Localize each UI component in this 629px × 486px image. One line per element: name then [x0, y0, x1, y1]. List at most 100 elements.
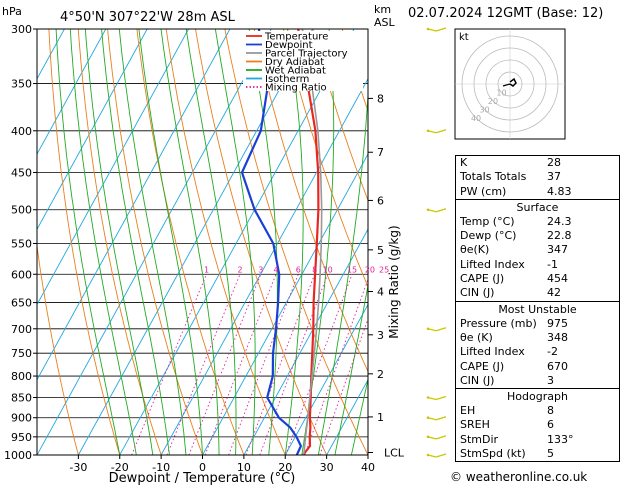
most-unstable-label: CAPE (J) [460, 359, 505, 373]
most-unstable-label: Lifted Index [460, 345, 525, 359]
wind-barb-flag [435, 208, 447, 213]
pressure-tick-label: 800 [11, 370, 32, 383]
wind-barb-dot [426, 129, 430, 133]
x-tick-label: 20 [278, 461, 292, 474]
isotherm-line [77, 29, 314, 455]
x-tick-label: -20 [111, 461, 129, 474]
footer-copyright: © weatheronline.co.uk [450, 470, 588, 484]
surface-label: CAPE (J) [460, 272, 505, 286]
most-unstable-label: θe (K) [460, 330, 493, 344]
wind-barb [426, 395, 447, 401]
wet-adiabat-line [317, 86, 368, 455]
mixing-ratio-line [245, 274, 316, 455]
wind-barb-dot [426, 208, 430, 212]
index-label: PW (cm) [460, 184, 507, 198]
wind-barb-flag [435, 453, 447, 458]
wind-barb-shaft [427, 209, 437, 213]
dry-adiabat-line [312, 29, 368, 202]
wet-adiabat-line [284, 29, 304, 455]
pressure-tick-label: 650 [11, 297, 32, 310]
isotherm-line [202, 153, 368, 455]
hodograph-param-row: EH 8 [456, 404, 619, 418]
mixing-ratio-line [259, 274, 329, 455]
wet-adiabat-line [69, 29, 137, 455]
surface-row: CAPE (J) 454 [456, 272, 619, 286]
legend-label: Isotherm [265, 74, 309, 85]
dry-adiabat-line [77, 29, 162, 455]
wind-barb-dot [426, 416, 430, 420]
index-value: 37 [547, 170, 561, 184]
surface-value: 454 [547, 272, 568, 286]
wet-adiabat-line [84, 29, 154, 455]
dry-adiabat-line [107, 29, 203, 455]
surface-label: CIN (J) [460, 286, 495, 300]
surface-value: 24.3 [547, 214, 572, 228]
dry-adiabat-line [37, 243, 79, 455]
km-tick-label: 1 [377, 411, 384, 424]
hodograph-section: Hodograph EH 8 SREH 6 StmDir 133° StmSpd (kt) 5 [456, 388, 619, 461]
most-unstable-row: Pressure (mb) 975 [456, 317, 619, 331]
hodograph-param-row: StmDir 133° [456, 433, 619, 447]
most-unstable-row: CIN (J) 3 [456, 374, 619, 388]
mixing-ratio-line [204, 274, 277, 455]
surface-row: Temp (°C) 24.3 [456, 215, 619, 229]
mixing-ratio-label: 15 [347, 265, 357, 274]
wind-barb-flag [435, 435, 447, 440]
km-tick-label: LCL [384, 447, 405, 460]
most-unstable-section: Most Unstable Pressure (mb) 975 θe (K) 348 L… [456, 300, 619, 388]
surface-title: Surface [516, 200, 559, 214]
legend-label: Wet Adiabat [265, 66, 326, 77]
most-unstable-value: 670 [547, 359, 568, 373]
wind-barb-flag [435, 416, 447, 421]
km-tick-label: 6 [377, 194, 384, 207]
km-label: km [374, 3, 391, 16]
surface-row: CIN (J) 42 [456, 286, 619, 300]
x-tick-label: -30 [69, 461, 87, 474]
wind-barb [426, 453, 447, 458]
surface-row: θe(K) 347 [456, 243, 619, 257]
wind-barb-shaft [427, 28, 437, 32]
wind-barb-dot [426, 453, 430, 457]
dry-adiabat-line [253, 29, 368, 373]
pressure-tick-label: 450 [11, 166, 32, 179]
hodograph-ring-label: 40 [471, 114, 481, 123]
mixing-ratio-label: 6 [296, 265, 301, 274]
x-tick-label: 0 [199, 461, 206, 474]
hodograph-title: Hodograph [507, 390, 568, 404]
wet-adiabat-line [55, 29, 121, 455]
x-axis-title: Dewpoint / Temperature (°C) [109, 471, 296, 486]
index-value: 4.83 [547, 184, 572, 198]
wind-barb [426, 129, 447, 134]
hodograph-param-label: EH [460, 404, 476, 418]
mixing-ratio-line [166, 274, 241, 455]
hodograph-param-value: 6 [547, 418, 554, 432]
hodograph-ring-label: 10 [496, 88, 506, 97]
wind-barb-shaft [427, 328, 437, 332]
wet-adiabat-line [101, 29, 170, 455]
surface-label: θe(K) [460, 243, 490, 257]
wind-barb-shaft [427, 417, 437, 421]
isotherm-line [326, 378, 368, 455]
mixing-ratio-label: 3 [258, 265, 263, 274]
legend-label: Dewpoint [265, 40, 313, 51]
wind-barb [426, 435, 447, 440]
asl-label: ASL [374, 16, 396, 29]
most-unstable-value: 975 [547, 316, 568, 330]
surface-label: Temp (°C) [460, 214, 515, 228]
isotherm-line [160, 77, 368, 455]
most-unstable-value: -2 [547, 345, 558, 359]
surface-value: 347 [547, 243, 568, 257]
wet-adiabat-line [118, 29, 187, 455]
temperature-profile [297, 29, 320, 455]
x-tick-label: 10 [237, 461, 251, 474]
isotherm-line [37, 29, 107, 156]
wet-adiabat-line [138, 29, 203, 455]
pressure-tick-label: 300 [11, 23, 32, 36]
km-tick-label: 8 [377, 92, 384, 105]
hodograph-ring-label: 30 [479, 105, 489, 114]
x-tick-label: 40 [361, 461, 375, 474]
legend-background [243, 31, 363, 91]
hodograph-param-value: 133° [547, 432, 574, 446]
location-title: 4°50'N 307°22'W 28m ASL [60, 10, 236, 25]
wind-barb-flag [435, 27, 447, 32]
